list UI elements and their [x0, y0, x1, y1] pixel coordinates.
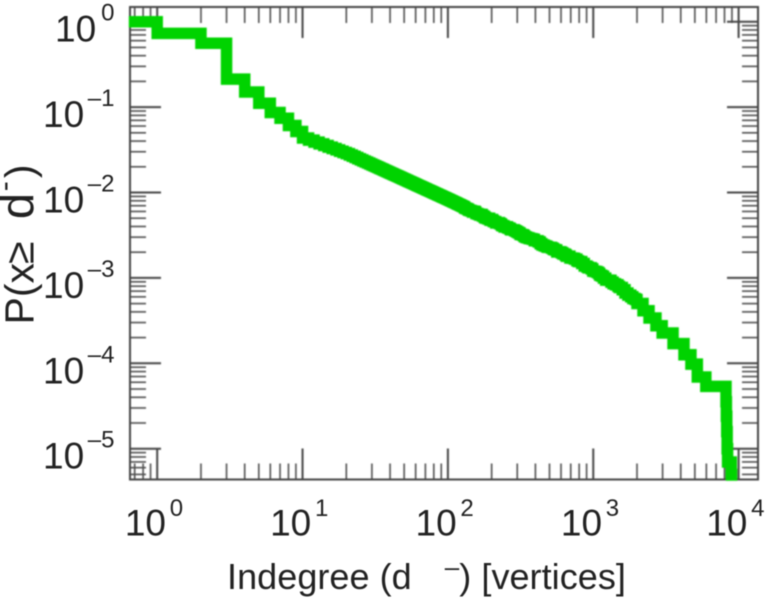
svg-text:–2: –2	[88, 171, 115, 198]
svg-text:2: 2	[460, 495, 473, 522]
svg-text:–5: –5	[88, 427, 115, 454]
svg-text:–3: –3	[88, 256, 115, 283]
svg-text:0: 0	[101, 0, 114, 27]
svg-text:Indegree (d –) [vertices]: Indegree (d –) [vertices]	[227, 552, 626, 598]
svg-text:1: 1	[315, 495, 328, 522]
svg-text:0: 0	[170, 495, 183, 522]
svg-text:10: 10	[706, 503, 747, 544]
svg-text:10: 10	[416, 503, 457, 544]
svg-text:10: 10	[43, 94, 84, 135]
svg-text:3: 3	[606, 495, 619, 522]
svg-text:10: 10	[43, 350, 84, 391]
svg-text:10: 10	[55, 9, 96, 50]
svg-text:): )	[0, 164, 43, 178]
svg-text:10: 10	[43, 265, 84, 306]
svg-text:–4: –4	[88, 341, 115, 368]
svg-text:10: 10	[125, 503, 166, 544]
svg-text:P(x: P(x	[0, 263, 43, 325]
svg-text:4: 4	[751, 495, 764, 522]
svg-text:10: 10	[43, 180, 84, 221]
svg-text:10: 10	[270, 503, 311, 544]
svg-text:d: d	[0, 193, 44, 219]
svg-text:10: 10	[561, 503, 602, 544]
svg-text:-: -	[0, 181, 21, 191]
svg-text:≥: ≥	[0, 242, 43, 265]
svg-text:10: 10	[43, 436, 84, 477]
svg-text:–1: –1	[88, 85, 115, 112]
